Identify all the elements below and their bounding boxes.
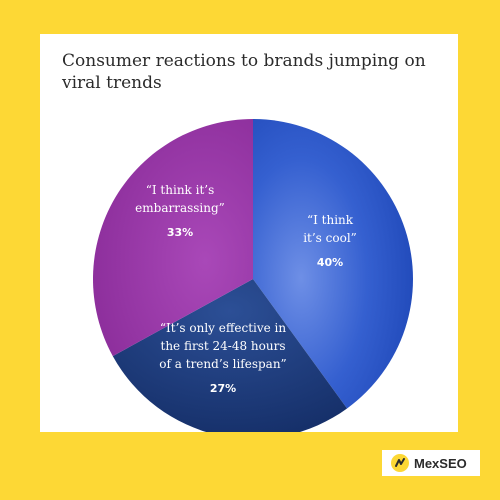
pie-chart: “I think it’s cool” 40% “It’s only effectiv… [92, 119, 413, 432]
chart-title: Consumer reactions to brands jumping on … [62, 51, 426, 93]
slice-embarrassing [92, 119, 253, 357]
slice-embarrassing-label: “I think it’s embarrassing” [135, 183, 225, 215]
slice-cool-label: “I think it’s cool” [303, 213, 357, 245]
chart-card: Consumer reactions to brands jumping on … [40, 34, 458, 432]
slice-cool [253, 119, 413, 409]
brand-name: MexSEO [414, 455, 467, 471]
slice-cool-value: 40% [317, 256, 343, 269]
slice-effective-value: 27% [210, 382, 236, 395]
mexseo-logo-icon [391, 454, 409, 472]
brand-badge: MexSEO [382, 450, 480, 476]
slice-effective-label: “It’s only effective in the first 24-48 h… [159, 321, 286, 371]
slice-effective [112, 279, 348, 432]
slice-embarrassing-value: 33% [167, 226, 193, 239]
